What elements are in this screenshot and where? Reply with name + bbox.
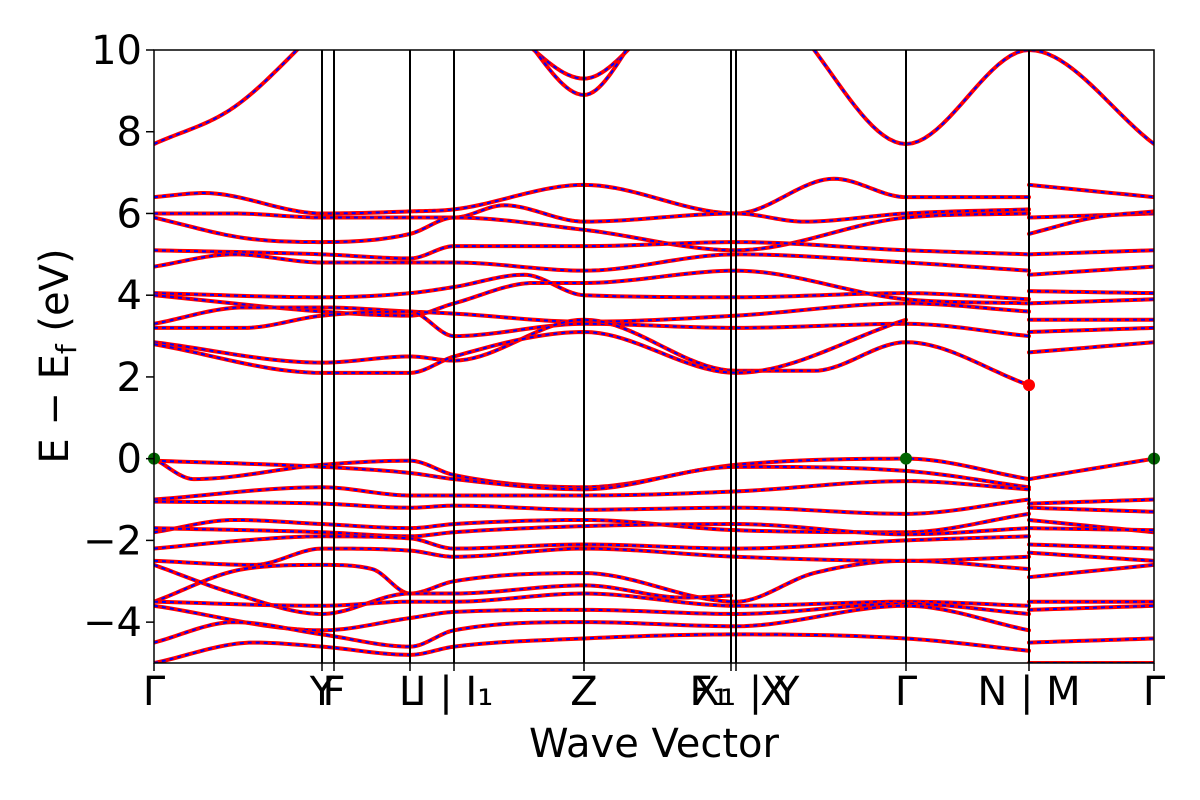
x-tick-label-8: X	[760, 669, 787, 715]
band-6-dashed	[154, 204, 1030, 223]
y-tick-label-4: 2	[117, 355, 142, 401]
band-29-dashed	[1028, 498, 1154, 505]
x-tick-label-4: I | I₁	[415, 669, 494, 715]
band-27-solid	[154, 458, 1031, 492]
band-30-solid	[154, 497, 1031, 516]
band-48-dashed	[1028, 637, 1154, 644]
band-22-dashed	[154, 318, 1030, 387]
x-tick-label-1: Y	[309, 669, 335, 715]
y-axis-label-main: E − E	[32, 354, 78, 464]
band-49-dashed	[154, 633, 1030, 663]
band-11-dashed	[1028, 249, 1154, 256]
bands-layer	[154, 50, 1154, 663]
band-17-dashed	[1028, 298, 1154, 305]
band-20-dashed	[154, 310, 1030, 338]
band-9-dashed	[1028, 210, 1154, 235]
band-42-dashed	[154, 563, 732, 615]
y-axis-label-unit: (eV)	[32, 248, 78, 344]
band-13-dashed	[1028, 265, 1154, 276]
y-tick-label-3: 4	[117, 273, 142, 319]
band-26-dashed	[1028, 457, 1154, 481]
x-tick-label-9: Γ	[895, 669, 918, 715]
y-tick-label-0: 10	[91, 28, 142, 74]
band-14-dashed	[154, 273, 1030, 301]
x-tick-label-11: Γ	[1143, 669, 1166, 715]
y-tick-label-6: −2	[83, 518, 142, 564]
band-35-dashed	[1028, 527, 1154, 532]
band-15-dashed	[1028, 290, 1154, 295]
band-12-dashed	[154, 253, 1030, 272]
x-tick-label-7: X₁ | Y	[693, 669, 800, 715]
y-tick-label-5: 0	[117, 437, 142, 483]
band-36-dashed	[154, 535, 1030, 550]
band-39-dashed	[1028, 551, 1154, 562]
band-38-dashed	[154, 547, 1030, 566]
x-tick-label-10: N | M	[977, 669, 1080, 715]
band-4-dashed	[154, 177, 1029, 215]
band-45-dashed	[154, 602, 1030, 632]
plot-frame	[153, 49, 1155, 664]
x-tick-label-3: L	[399, 669, 422, 715]
band-41-dashed	[1028, 563, 1154, 579]
band-37-dashed	[1028, 543, 1154, 550]
y-axis-label: E − Ef (eV)	[32, 248, 83, 463]
band-31-dashed	[1028, 506, 1154, 513]
y-axis-label-subscript: f	[50, 343, 83, 354]
x-tick-label-5: Z	[570, 669, 597, 715]
x-tick-label-0: Γ	[143, 669, 166, 715]
band-0-dashed	[154, 50, 299, 145]
band-43-solid	[154, 591, 1031, 608]
band-3-solid	[811, 50, 1154, 146]
band-23-dashed	[1028, 341, 1154, 354]
high-symmetry-lines	[321, 50, 1030, 663]
y-ticks: 10 8 6 4 2 0 −2 −4	[83, 28, 154, 646]
x-axis-label: Wave Vector	[529, 721, 780, 767]
band-28-solid	[154, 479, 1031, 502]
band-25-dashed	[154, 457, 1030, 489]
band-47-dashed	[154, 604, 1030, 648]
cbm-marker-3	[1023, 379, 1035, 392]
band-16-dashed	[154, 269, 1030, 317]
band-10-solid	[154, 240, 1031, 261]
y-tick-label-2: 6	[117, 191, 142, 237]
band-34-solid	[154, 522, 1031, 539]
x-tick-label-2: F	[322, 669, 345, 715]
x-tick-label-6: F₁	[689, 669, 728, 715]
plot-background	[154, 50, 1154, 663]
vbm-marker-1	[900, 452, 912, 465]
band-21-dashed	[1028, 326, 1154, 333]
y-tick-label-7: −4	[83, 600, 142, 646]
band-18-dashed	[154, 302, 1030, 325]
band-5-dashed	[1028, 183, 1154, 199]
band-46-dashed	[1028, 604, 1154, 611]
y-tick-label-1: 8	[117, 110, 142, 156]
